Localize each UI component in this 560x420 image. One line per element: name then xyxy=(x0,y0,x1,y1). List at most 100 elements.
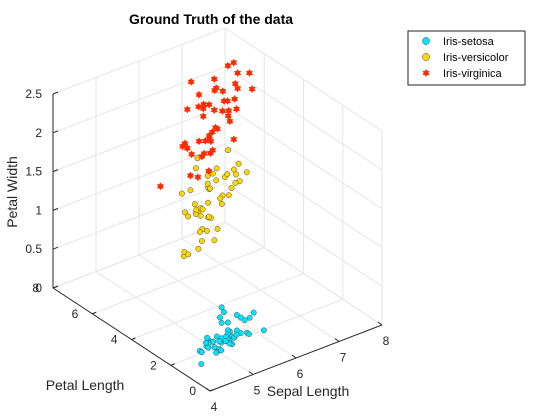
point-iris-setosa xyxy=(222,338,229,344)
point-iris-versicolor xyxy=(205,199,212,206)
z-tick-label: 0 xyxy=(35,281,42,295)
point-iris-setosa xyxy=(205,344,212,351)
point-iris-virginica xyxy=(226,117,234,126)
z-tick-mark xyxy=(52,246,59,250)
point-iris-virginica xyxy=(219,87,227,96)
x-tick-mark xyxy=(334,338,340,342)
point-iris-versicolor xyxy=(205,213,212,220)
legend-marker-iris-versicolor xyxy=(422,53,430,61)
point-iris-setosa xyxy=(213,333,220,340)
point-iris-versicolor xyxy=(178,190,185,197)
z-tick-mark xyxy=(52,169,59,173)
point-iris-versicolor xyxy=(225,192,232,199)
point-iris-virginica xyxy=(207,137,215,146)
point-iris-setosa xyxy=(246,314,253,321)
y-tick-mark xyxy=(170,363,175,366)
point-iris-versicolor xyxy=(191,201,198,208)
point-iris-setosa xyxy=(210,338,216,345)
floor-grid-line xyxy=(131,273,304,340)
point-iris-setosa xyxy=(203,339,209,346)
y-tick-mark xyxy=(209,389,215,392)
point-iris-virginica xyxy=(188,150,196,159)
point-iris-versicolor xyxy=(211,237,218,244)
point-iris-setosa xyxy=(237,314,244,321)
point-iris-virginica xyxy=(205,100,213,109)
point-iris-virginica xyxy=(206,149,214,158)
point-iris-versicolor xyxy=(182,209,189,216)
side-grid-line xyxy=(224,105,383,210)
z-tick-label: 1.5 xyxy=(25,165,42,179)
y-tick-label: 6 xyxy=(72,307,79,321)
point-iris-versicolor xyxy=(185,213,192,220)
point-iris-versicolor xyxy=(199,206,206,213)
z-tick-mark xyxy=(52,91,59,95)
point-iris-virginica xyxy=(210,106,218,115)
point-iris-virginica xyxy=(220,96,228,106)
legend-label-iris-virginica: Iris-virginica xyxy=(443,68,503,80)
legend-marker-iris-setosa xyxy=(422,37,430,45)
point-iris-versicolor xyxy=(198,238,205,244)
point-iris-virginica xyxy=(248,84,256,94)
point-iris-virginica xyxy=(194,173,202,182)
point-iris-versicolor xyxy=(213,165,220,172)
side-grid-line xyxy=(224,27,383,132)
point-iris-virginica xyxy=(232,104,241,114)
point-iris-versicolor xyxy=(224,171,231,178)
x-tick-label: 7 xyxy=(340,351,347,365)
back-grid-line xyxy=(52,27,226,95)
x-tick-label: 5 xyxy=(254,384,261,398)
point-iris-virginica xyxy=(225,106,233,115)
point-iris-versicolor xyxy=(218,201,225,207)
point-iris-versicolor xyxy=(232,179,239,186)
floor-grid-line xyxy=(92,247,265,315)
point-iris-virginica xyxy=(210,74,218,84)
z-tick-label: 1 xyxy=(35,203,42,217)
back-grid-line xyxy=(52,182,226,250)
point-iris-virginica xyxy=(230,58,238,67)
point-iris-virginica xyxy=(183,105,191,114)
z-axis-label: Petal Width xyxy=(4,156,20,228)
point-iris-virginica xyxy=(234,84,242,93)
z-tick-mark xyxy=(52,285,59,289)
point-iris-versicolor xyxy=(196,229,203,235)
point-iris-versicolor xyxy=(204,172,211,179)
point-iris-virginica xyxy=(231,94,239,104)
point-iris-versicolor xyxy=(197,212,204,219)
side-grid-line xyxy=(224,221,383,326)
chart-title: Ground Truth of the data xyxy=(129,11,293,27)
z-tick-mark xyxy=(52,130,59,134)
y-tick-mark xyxy=(131,337,136,340)
point-iris-versicolor xyxy=(195,245,202,252)
z-tick-label: 2.5 xyxy=(25,87,42,101)
point-iris-setosa xyxy=(220,309,227,316)
point-iris-versicolor xyxy=(230,166,237,173)
point-iris-setosa xyxy=(260,327,267,334)
point-iris-virginica xyxy=(205,166,213,176)
series-iris-versicolor xyxy=(178,147,250,260)
point-iris-versicolor xyxy=(213,177,220,184)
y-axis-label: Petal Length xyxy=(46,377,125,393)
series-iris-virginica xyxy=(156,58,256,191)
x-tick-mark xyxy=(377,321,383,326)
point-iris-setosa xyxy=(218,319,225,326)
point-iris-setosa xyxy=(198,361,205,368)
back-grid-line xyxy=(52,143,226,211)
point-iris-virginica xyxy=(211,86,219,95)
legend: Iris-setosa Iris-versicolor Iris-virginica xyxy=(407,30,526,86)
point-iris-virginica xyxy=(195,90,203,99)
x-tick-label: 4 xyxy=(211,400,218,414)
point-iris-versicolor xyxy=(243,169,250,176)
z-tick-label: 0.5 xyxy=(25,242,42,256)
series-iris-setosa xyxy=(196,304,267,368)
x-tick-mark xyxy=(248,371,254,375)
point-iris-virginica xyxy=(199,112,207,121)
point-iris-versicolor xyxy=(217,195,224,202)
point-iris-setosa xyxy=(198,349,205,356)
data-points xyxy=(156,58,267,368)
point-iris-setosa xyxy=(217,314,223,321)
y-tick-mark xyxy=(92,311,97,315)
point-iris-versicolor xyxy=(192,165,199,172)
point-iris-versicolor xyxy=(187,187,194,194)
point-iris-virginica xyxy=(187,77,195,86)
